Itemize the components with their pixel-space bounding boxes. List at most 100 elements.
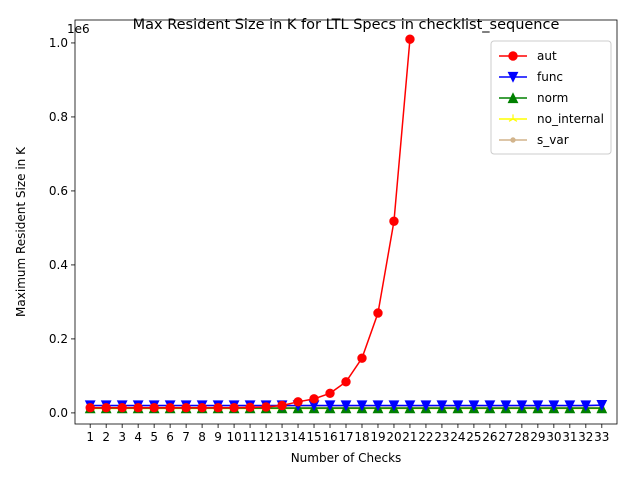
legend-item-func: func — [499, 70, 563, 84]
data-point-aut — [309, 394, 319, 404]
x-tick-label: 23 — [434, 430, 449, 444]
data-point-func — [564, 400, 576, 412]
y-tick-label: 1.0 — [49, 36, 68, 50]
x-tick-label: 22 — [418, 430, 433, 444]
data-point-aut — [341, 377, 351, 387]
data-point-func — [420, 400, 432, 412]
data-point-func — [500, 400, 512, 412]
x-tick-label: 14 — [290, 430, 305, 444]
x-tick-label: 8 — [198, 430, 206, 444]
data-point-func — [468, 400, 480, 412]
data-point-func — [548, 400, 560, 412]
data-point-func — [580, 400, 592, 412]
x-tick-label: 13 — [274, 430, 289, 444]
x-tick-label: 32 — [578, 430, 593, 444]
x-tick-label: 15 — [306, 430, 321, 444]
data-point-aut — [213, 403, 223, 413]
x-tick-label: 12 — [258, 430, 273, 444]
data-point-aut — [389, 216, 399, 226]
x-tick-label: 30 — [546, 430, 561, 444]
data-point-func — [388, 400, 400, 412]
x-tick-label: 1 — [86, 430, 94, 444]
legend-marker — [508, 51, 518, 61]
data-point-func — [324, 400, 336, 412]
data-point-func — [484, 400, 496, 412]
x-tick-label: 17 — [338, 430, 353, 444]
x-tick-label: 6 — [166, 430, 174, 444]
y-axis-title: Maximum Resident Size in K — [14, 146, 28, 317]
data-point-aut — [181, 403, 191, 413]
data-point-aut — [245, 402, 255, 413]
x-tick-label: 25 — [466, 430, 481, 444]
data-point-aut — [149, 403, 159, 413]
x-tick-label: 11 — [242, 430, 257, 444]
data-point-func — [340, 400, 352, 412]
legend-label: s_var — [537, 133, 569, 147]
legend-marker — [508, 114, 518, 122]
legend-item-no_internal: no_internal — [499, 112, 604, 126]
data-point-aut — [373, 308, 383, 318]
x-tick-label: 5 — [150, 430, 158, 444]
data-point-aut — [277, 400, 287, 411]
legend-marker — [510, 137, 516, 143]
legend-marker — [507, 92, 519, 104]
x-tick-label: 18 — [354, 430, 369, 444]
y-offset-label: 1e6 — [67, 22, 90, 36]
x-tick-label: 27 — [498, 430, 513, 444]
data-point-aut — [325, 388, 335, 398]
x-tick-label: 26 — [482, 430, 497, 444]
y-tick-label: 0.4 — [49, 258, 68, 272]
plot-area — [74, 19, 618, 425]
data-point-aut — [405, 34, 415, 44]
x-tick-label: 4 — [134, 430, 142, 444]
data-point-func — [516, 400, 528, 412]
data-point-aut — [133, 403, 143, 413]
data-point-func — [452, 400, 464, 412]
x-tick-label: 16 — [322, 430, 337, 444]
data-point-aut — [197, 403, 207, 413]
data-point-aut — [293, 397, 303, 407]
legend-item-aut: aut — [499, 49, 557, 63]
legend: aut func norm no_internal s_var — [490, 40, 612, 155]
legend-item-norm: norm — [499, 91, 568, 105]
data-point-func — [596, 400, 608, 411]
data-point-aut — [165, 403, 175, 413]
x-tick-label: 19 — [370, 430, 385, 444]
data-point-func — [356, 400, 368, 412]
data-point-aut — [261, 402, 271, 412]
x-tick-label: 21 — [402, 430, 417, 444]
x-axis-title: Number of Checks — [291, 451, 402, 465]
x-tick-label: 31 — [562, 430, 577, 444]
legend-label: aut — [537, 49, 557, 63]
data-point-func — [372, 400, 384, 412]
data-point-aut — [229, 403, 239, 413]
series-aut — [85, 34, 415, 413]
x-tick-label: 9 — [214, 430, 222, 444]
x-tick-label: 33 — [594, 430, 609, 444]
data-point-func — [404, 400, 416, 412]
legend-label: norm — [537, 91, 568, 105]
data-point-func — [532, 400, 544, 412]
data-point-aut — [85, 403, 95, 413]
x-tick-label: 2 — [102, 430, 110, 444]
legend-item-s_var: s_var — [499, 133, 569, 147]
series-line-aut — [90, 39, 411, 409]
x-axis: 1 2 3 4 5 6 7 8 9 10 11 12 13 14 15 16 17 18 19 20 21 22 23 24 2… — [86, 424, 609, 444]
y-tick-label: 0.0 — [49, 406, 68, 420]
y-axis: 0.0 0.2 0.4 0.6 0.8 1.0 — [49, 36, 75, 420]
legend-label: func — [537, 70, 563, 84]
x-tick-label: 24 — [450, 430, 465, 444]
x-tick-label: 28 — [514, 430, 529, 444]
y-tick-label: 0.8 — [49, 110, 68, 124]
legend-box — [490, 40, 612, 155]
y-tick-label: 0.6 — [49, 184, 68, 198]
x-tick-label: 20 — [386, 430, 401, 444]
chart-title: Max Resident Size in K for LTL Specs in … — [133, 17, 560, 33]
y-tick-label: 0.2 — [49, 332, 68, 346]
legend-marker — [507, 71, 519, 83]
legend-label: no_internal — [537, 112, 604, 126]
data-point-func — [436, 400, 448, 412]
x-tick-label: 10 — [226, 430, 241, 444]
data-point-aut — [117, 403, 127, 413]
